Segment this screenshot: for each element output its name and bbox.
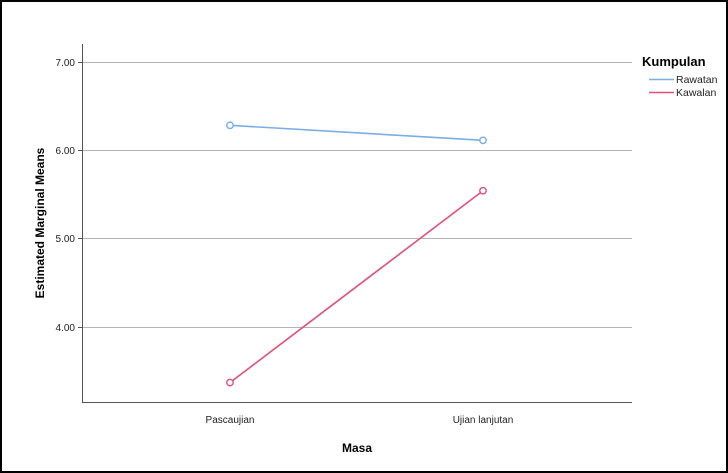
y-tick-label: 4.00 [56, 323, 76, 334]
x-tick-label: Pascaujian [206, 415, 255, 426]
axes [78, 44, 632, 403]
y-axis-title: Estimated Marginal Means [33, 147, 47, 298]
data-point-rawatan [226, 121, 234, 130]
data-point-kawalan [479, 186, 487, 195]
y-tick-label: 5.00 [56, 234, 76, 245]
legend-label-rawatan: Rawatan [676, 74, 718, 86]
y-tick-label: 7.00 [56, 58, 76, 69]
tick-labels: 4.00 5.00 6.00 7.00 Pascaujian Ujian lanjutan [56, 58, 514, 426]
legend-title: Kumpulan [642, 54, 706, 69]
x-tick-label: Ujian lanjutan [453, 415, 514, 426]
gridlines [82, 62, 632, 328]
series-line-rawatan [229, 124, 484, 142]
data-point-kawalan [226, 378, 234, 387]
legend-label-kawalan: Kawalan [676, 87, 716, 99]
y-tick-label: 6.00 [56, 146, 76, 157]
series-lines [226, 121, 487, 387]
data-point-rawatan [479, 136, 487, 145]
x-axis-title: Masa [342, 441, 372, 455]
series-line-kawalan [229, 190, 484, 384]
